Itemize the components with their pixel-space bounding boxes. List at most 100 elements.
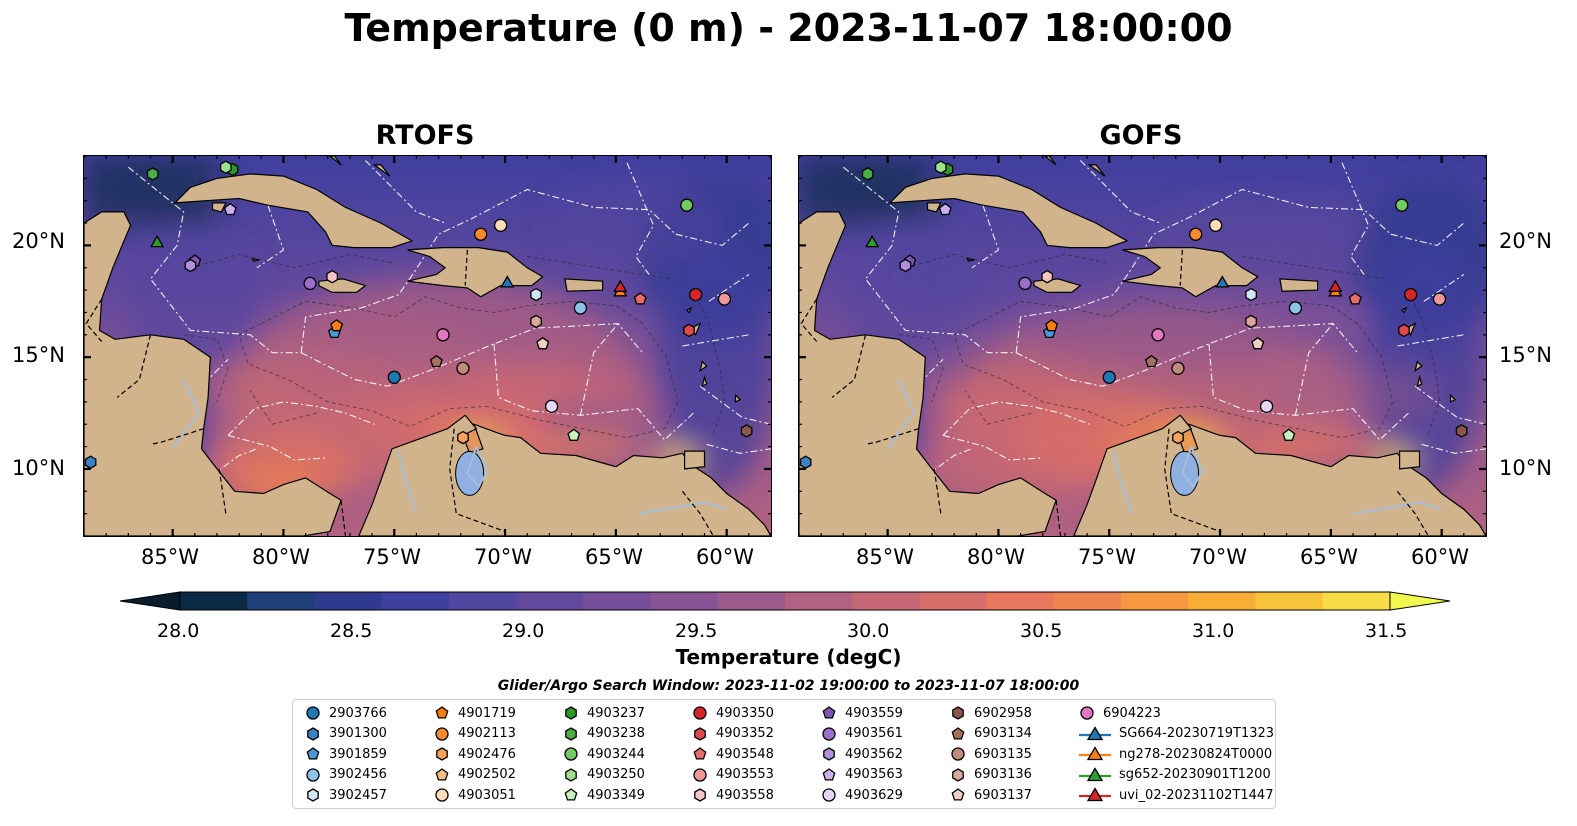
legend-symbol (307, 726, 319, 741)
obs-3902457 (530, 287, 542, 302)
legend-marker (306, 706, 320, 720)
obs-6903135 (456, 361, 470, 376)
obs-3901300 (799, 455, 812, 469)
legend-item: 6904223 (1079, 703, 1161, 723)
legend-marker (694, 726, 706, 741)
legend-symbol (307, 788, 319, 803)
obs-6904223 (436, 328, 450, 342)
map-gofs[interactable] (798, 155, 1487, 537)
legend-marker (693, 768, 707, 782)
legend-label: ng278-20230824T0000 (1119, 746, 1273, 762)
colorbar-bin (1053, 592, 1122, 610)
obs-SG664-20230719T1323 (500, 275, 515, 288)
eez-boundary (1390, 222, 1465, 246)
country-border (681, 490, 714, 536)
legend-symbol (306, 747, 320, 760)
land-trinidad (1398, 450, 1421, 470)
colorbar (119, 591, 1451, 615)
bathymetry-contour (905, 253, 1110, 269)
legend-item: 6902958 (950, 703, 1032, 723)
land-isla_juventud (926, 202, 942, 213)
legend-item: 4903558 (692, 785, 774, 805)
obs-4903629 (544, 399, 559, 414)
river (1352, 501, 1442, 515)
land-lesser_antilles_a (1400, 306, 1408, 314)
colorbar-bin (717, 592, 786, 610)
legend-marker (435, 726, 449, 741)
obs-4903051 (1208, 218, 1223, 232)
obs-4903548 (1348, 292, 1362, 305)
eez-boundary (1341, 162, 1370, 275)
obs-3901300 (84, 455, 97, 469)
obs-4902476 (457, 430, 469, 445)
lon-tick-rtofs-85w: 85°W (141, 545, 199, 569)
legend-marker (822, 788, 836, 803)
obs-2903766 (387, 370, 401, 384)
legend-symbol (694, 726, 706, 741)
lat-tick-right-20n: 20°N (1499, 229, 1552, 253)
colorbar-tick: 29.5 (675, 620, 718, 642)
obs-6903136 (1245, 314, 1257, 329)
lon-tick-gofs-70w: 70°W (1189, 545, 1247, 569)
legend-label: 4903350 (716, 705, 774, 721)
obs-4902113 (1189, 227, 1203, 241)
obs-uvi_02-20231102T1447 (1328, 279, 1343, 292)
legend-label: 4903250 (587, 767, 645, 783)
eez-boundary (699, 385, 771, 425)
land-bahamas_b (1087, 164, 1106, 177)
lon-tick-gofs-75w: 75°W (1078, 545, 1136, 569)
legend-item: 4903562 (821, 744, 903, 764)
lon-tick-gofs-85w: 85°W (856, 545, 914, 569)
lake-maracaibo (455, 450, 485, 496)
land-trinidad (683, 450, 706, 470)
colorbar-tick: 29.0 (502, 620, 545, 642)
legend-marker (435, 788, 449, 803)
colorbar-tick: 31.0 (1192, 620, 1235, 642)
legend-item: 3902456 (305, 765, 387, 785)
legend-item: 4903349 (563, 785, 645, 805)
colorbar-svg (119, 591, 1451, 611)
panel-title-gofs: GOFS (1099, 120, 1183, 151)
eez-boundary (300, 323, 643, 387)
legend-symbol (952, 768, 964, 782)
bathymetry-contour (1407, 289, 1440, 434)
bathymetry-contour (527, 256, 672, 280)
legend-item: 6903134 (950, 724, 1032, 744)
legend-item: 4903237 (563, 703, 645, 723)
eez-boundary (971, 205, 1000, 269)
land-lesser_antilles_e (1449, 393, 1457, 403)
panel-title-rtofs: RTOFS (375, 120, 475, 151)
land-south_america (1073, 414, 1486, 536)
legend-symbol (1080, 706, 1094, 720)
legend-label: uvi_02-20231102T1447 (1119, 787, 1274, 803)
legend-marker (1079, 787, 1111, 802)
land-bahamas_a (1044, 156, 1057, 166)
legend-symbol (694, 788, 706, 803)
legend-item: 3902457 (305, 785, 387, 805)
map-rtofs[interactable] (83, 155, 772, 537)
obs-4903352 (1398, 323, 1410, 338)
eez-boundary (1015, 188, 1392, 353)
legend-item: 6903137 (950, 785, 1032, 805)
lon-tick-rtofs-80w: 80°W (252, 545, 310, 569)
colorbar-bin (1121, 592, 1189, 610)
legend-item: 4903553 (692, 765, 774, 785)
colorbar-bin (650, 592, 719, 610)
obs-SG664-20230719T1323 (1215, 275, 1230, 288)
legend: 2903766 3901300 3901859 3902456 3902457 49017… (292, 699, 1276, 809)
legend-marker (694, 788, 706, 803)
obs-4902113 (474, 227, 488, 241)
legend-marker (951, 747, 965, 761)
legend-symbol (693, 768, 707, 782)
obs-2903766 (1102, 370, 1116, 384)
lon-tick-rtofs-75w: 75°W (363, 545, 421, 569)
legend-label: 3901300 (329, 726, 387, 742)
land-lesser_antilles_e (734, 393, 742, 403)
eez-boundary (1423, 274, 1465, 302)
legend-marker (951, 726, 965, 740)
legend-item: 4903238 (563, 724, 645, 744)
rtofs-canvas (84, 156, 771, 536)
eez-boundary (942, 434, 1043, 461)
eez-boundary (626, 162, 655, 275)
legend-label: 4903629 (845, 787, 903, 803)
